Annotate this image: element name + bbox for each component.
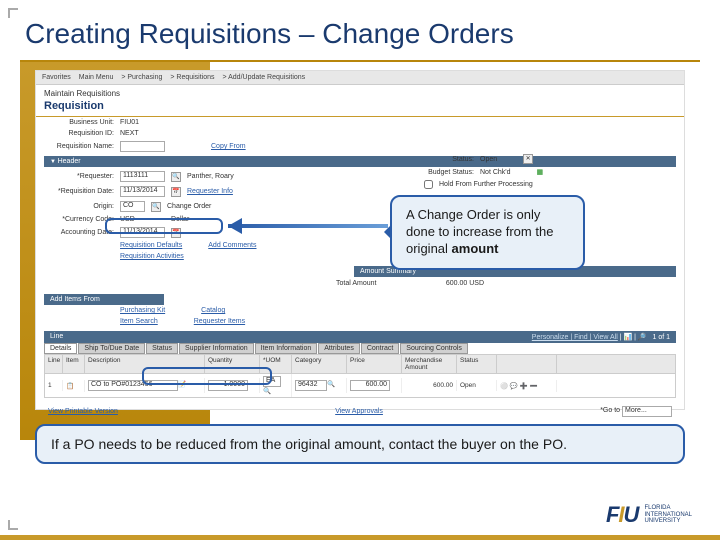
line-section-bar: Line Personalize | Find | View All | 📊 |… — [44, 331, 676, 343]
req-activities-link[interactable]: Requisition Activities — [120, 253, 184, 260]
status-label: Status: — [424, 156, 474, 163]
requester-name: Panther, Roary — [187, 173, 234, 180]
tab-contract[interactable]: Contract — [361, 343, 399, 354]
col-item: Item — [63, 355, 85, 373]
rname-input[interactable] — [120, 141, 165, 152]
logo-text: FLORIDAINTERNATIONALUNIVERSITY — [644, 505, 692, 525]
lookup-icon[interactable]: 🔍 — [171, 172, 181, 182]
purchasing-kit-link[interactable]: Purchasing Kit — [120, 307, 165, 314]
requester-items-link[interactable]: Requester Items — [194, 318, 245, 325]
bottom-band — [0, 535, 720, 540]
curr-label: *Currency Code: — [44, 216, 114, 223]
view-printable-link[interactable]: View Printable Version — [48, 408, 118, 415]
tab-attr[interactable]: Attributes — [318, 343, 360, 354]
tab-sourcing[interactable]: Sourcing Controls — [400, 343, 468, 354]
title-underline — [20, 60, 700, 62]
line-count: 1 of 1 — [652, 334, 670, 341]
cell-status: Open — [457, 380, 497, 391]
breadcrumb: Favorites Main Menu > Purchasing > Requi… — [36, 71, 684, 85]
slide-title: Creating Requisitions – Change Orders — [25, 18, 514, 50]
maintain-label: Maintain Requisitions — [36, 85, 684, 98]
req-defaults-link[interactable]: Requisition Defaults — [120, 242, 182, 249]
cell-cat[interactable]: 96432 — [295, 380, 327, 391]
tab-bar: Details Ship To/Due Date Status Supplier… — [44, 343, 676, 354]
total-value: 600.00 — [446, 280, 467, 287]
col-cat: Category — [292, 355, 347, 373]
callout-arrow — [220, 223, 388, 229]
nav-mainmenu[interactable]: Main Menu — [79, 74, 114, 81]
line-label: Line — [50, 333, 63, 341]
origin-input[interactable]: CO — [120, 201, 145, 212]
grid-row: 1 📋 CO to PO#0123456📝 1.0000 EA🔍 96432🔍 … — [44, 374, 676, 398]
status-icon[interactable]: ✕ — [523, 154, 533, 164]
description-highlight — [142, 367, 272, 385]
note-bar: If a PO needs to be reduced from the ori… — [35, 424, 685, 464]
budget-label: Budget Status: — [424, 169, 474, 176]
tab-ship[interactable]: Ship To/Due Date — [78, 343, 145, 354]
cell-line: 1 — [45, 380, 63, 391]
reqdate-label: *Requisition Date: — [44, 188, 114, 195]
calendar-icon[interactable]: 📅 — [171, 187, 181, 197]
tab-supplier[interactable]: Supplier Information — [179, 343, 254, 354]
item-search-link[interactable]: Item Search — [120, 318, 158, 325]
requisition-screenshot: Favorites Main Menu > Purchasing > Requi… — [35, 70, 685, 410]
view-approvals-link[interactable]: View Approvals — [335, 408, 383, 415]
acctdate-label: Accounting Date: — [44, 229, 114, 236]
requester-info-link[interactable]: Requester Info — [187, 188, 233, 195]
cell-price[interactable]: 600.00 — [350, 380, 390, 391]
cell-merch: 600.00 — [402, 380, 457, 391]
right-column: Status: Open ✕ Budget Status: Not Chk'd ▦ Ho… — [424, 152, 674, 191]
nav-addupdate[interactable]: Add/Update Requisitions — [228, 74, 305, 81]
bu-value: FIU01 — [120, 119, 139, 126]
origin-highlight — [105, 218, 223, 234]
rid-label: Requisition ID: — [44, 130, 114, 137]
grid-header: Line Item Description Quantity *UOM Cate… — [44, 354, 676, 374]
rid-value: NEXT — [120, 130, 139, 137]
catalog-link[interactable]: Catalog — [201, 307, 225, 314]
rname-label: Requisition Name: — [44, 143, 114, 150]
budget-check-icon[interactable]: ▦ — [537, 168, 544, 176]
goto-label: *Go to — [600, 407, 620, 414]
copy-from-link[interactable]: Copy From — [211, 143, 246, 150]
col-line: Line — [45, 355, 63, 373]
fiu-logo: FIU FLORIDAINTERNATIONALUNIVERSITY — [606, 502, 692, 528]
slide: Creating Requisitions – Change Orders Fa… — [0, 0, 720, 540]
logo-mark: FIU — [606, 502, 638, 528]
cell-actions[interactable]: ⚪ 💬 ➕ ➖ — [497, 380, 557, 392]
cell-item-icon[interactable]: 📋 — [63, 380, 85, 392]
add-items-bar: Add Items From — [44, 294, 164, 305]
callout-bubble: A Change Order is only done to increase … — [390, 195, 585, 270]
tab-details[interactable]: Details — [44, 343, 77, 354]
hold-label: Hold From Further Processing — [439, 181, 533, 188]
col-merch: Merchandise Amount — [402, 355, 457, 373]
nav-requisitions[interactable]: Requisitions — [176, 74, 214, 81]
requester-input[interactable]: 1113111 — [120, 171, 165, 182]
corner-decor — [8, 520, 18, 530]
tab-item[interactable]: Item Information — [255, 343, 318, 354]
tab-status[interactable]: Status — [146, 343, 178, 354]
total-label: Total Amount — [336, 280, 376, 287]
hold-checkbox[interactable] — [424, 180, 433, 189]
origin-desc: Change Order — [167, 203, 211, 210]
nav-favorites[interactable]: Favorites — [42, 74, 71, 81]
bu-label: Business Unit: — [44, 119, 114, 126]
status-value: Open — [480, 156, 497, 163]
col-price: Price — [347, 355, 402, 373]
corner-decor — [8, 8, 18, 18]
personalize-link[interactable]: Personalize | Find | View All — [532, 334, 618, 341]
add-comments-link[interactable]: Add Comments — [208, 242, 256, 249]
requisition-title: Requisition — [36, 98, 684, 117]
col-status: Status — [457, 355, 497, 373]
origin-label: Origin: — [44, 203, 114, 210]
goto-select[interactable]: More... — [622, 406, 672, 417]
requester-label: *Requester: — [44, 173, 114, 180]
lookup-icon[interactable]: 🔍 — [151, 202, 161, 212]
nav-purchasing[interactable]: Purchasing — [127, 74, 162, 81]
budget-value: Not Chk'd — [480, 169, 511, 176]
reqdate-input[interactable]: 11/13/2014 — [120, 186, 165, 197]
total-currency: USD — [469, 280, 484, 287]
